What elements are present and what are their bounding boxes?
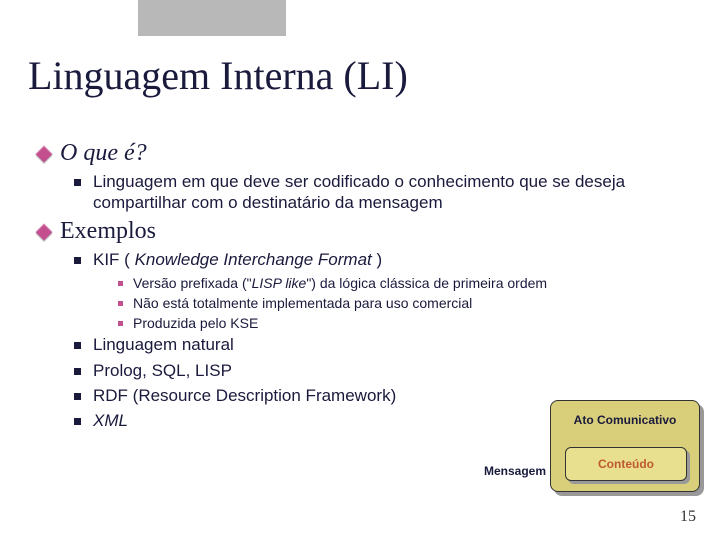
square-bullet-icon [74, 257, 81, 264]
heading-text: Exemplos [60, 218, 156, 245]
sub1-italic: LISP like [252, 275, 307, 291]
square-bullet-icon [74, 179, 81, 186]
square-bullet-icon [74, 393, 81, 400]
kif-italic: Knowledge Interchange Format [135, 250, 372, 269]
dot-bullet-icon [118, 301, 123, 306]
kif-sub1: Versão prefixada ("LISP like") da lógica… [118, 274, 700, 292]
square-bullet-icon [74, 418, 81, 425]
kif-sub3: Produzida pelo KSE [118, 314, 700, 332]
content-area: O que é? Linguagem em que deve ser codif… [38, 140, 700, 435]
kif-sub2: Não está totalmente implementada para us… [118, 294, 700, 312]
heading-text: O que é? [60, 140, 147, 167]
sub-text: Não está totalmente implementada para us… [133, 294, 472, 312]
kif-text: KIF ( Knowledge Interchange Format ) [93, 249, 382, 270]
example-prolog: Prolog, SQL, LISP [74, 360, 700, 381]
sub-text: Produzida pelo KSE [133, 314, 258, 332]
diamond-bullet-icon [38, 148, 50, 160]
slide-title: Linguagem Interna (LI) [28, 52, 408, 99]
sub1-pre: Versão prefixada (" [133, 275, 252, 291]
section-heading-1: O que é? [38, 140, 700, 167]
definition-text: Linguagem em que deve ser codificado o c… [93, 171, 700, 214]
kif-post: ) [372, 250, 382, 269]
square-bullet-icon [74, 342, 81, 349]
sub-text: Versão prefixada ("LISP like") da lógica… [133, 274, 547, 292]
example-natural: Linguagem natural [74, 334, 700, 355]
sub1-post: ") da lógica clássica de primeira ordem [306, 275, 547, 291]
ato-comunicativo-box: Ato Comunicativo Conteúdo [550, 400, 700, 492]
decorative-shadow [138, 0, 286, 36]
conteudo-box: Conteúdo [565, 447, 687, 481]
example-kif: KIF ( Knowledge Interchange Format ) [74, 249, 700, 270]
example-text: RDF (Resource Description Framework) [93, 385, 396, 406]
diagram-container: Ato Comunicativo Conteúdo [550, 400, 708, 492]
example-text: XML [93, 410, 128, 431]
definition-item: Linguagem em que deve ser codificado o c… [74, 171, 700, 214]
example-text: Prolog, SQL, LISP [93, 360, 232, 381]
dot-bullet-icon [118, 281, 123, 286]
inner-box-label: Conteúdo [598, 457, 654, 471]
kif-pre: KIF ( [93, 250, 135, 269]
square-bullet-icon [74, 368, 81, 375]
outer-box-label: Ato Comunicativo [551, 413, 699, 427]
mensagem-label: Mensagem [484, 464, 546, 478]
dot-bullet-icon [118, 321, 123, 326]
section-heading-2: Exemplos [38, 218, 700, 245]
diamond-bullet-icon [38, 226, 50, 238]
example-text: Linguagem natural [93, 334, 234, 355]
page-number: 15 [680, 508, 696, 526]
